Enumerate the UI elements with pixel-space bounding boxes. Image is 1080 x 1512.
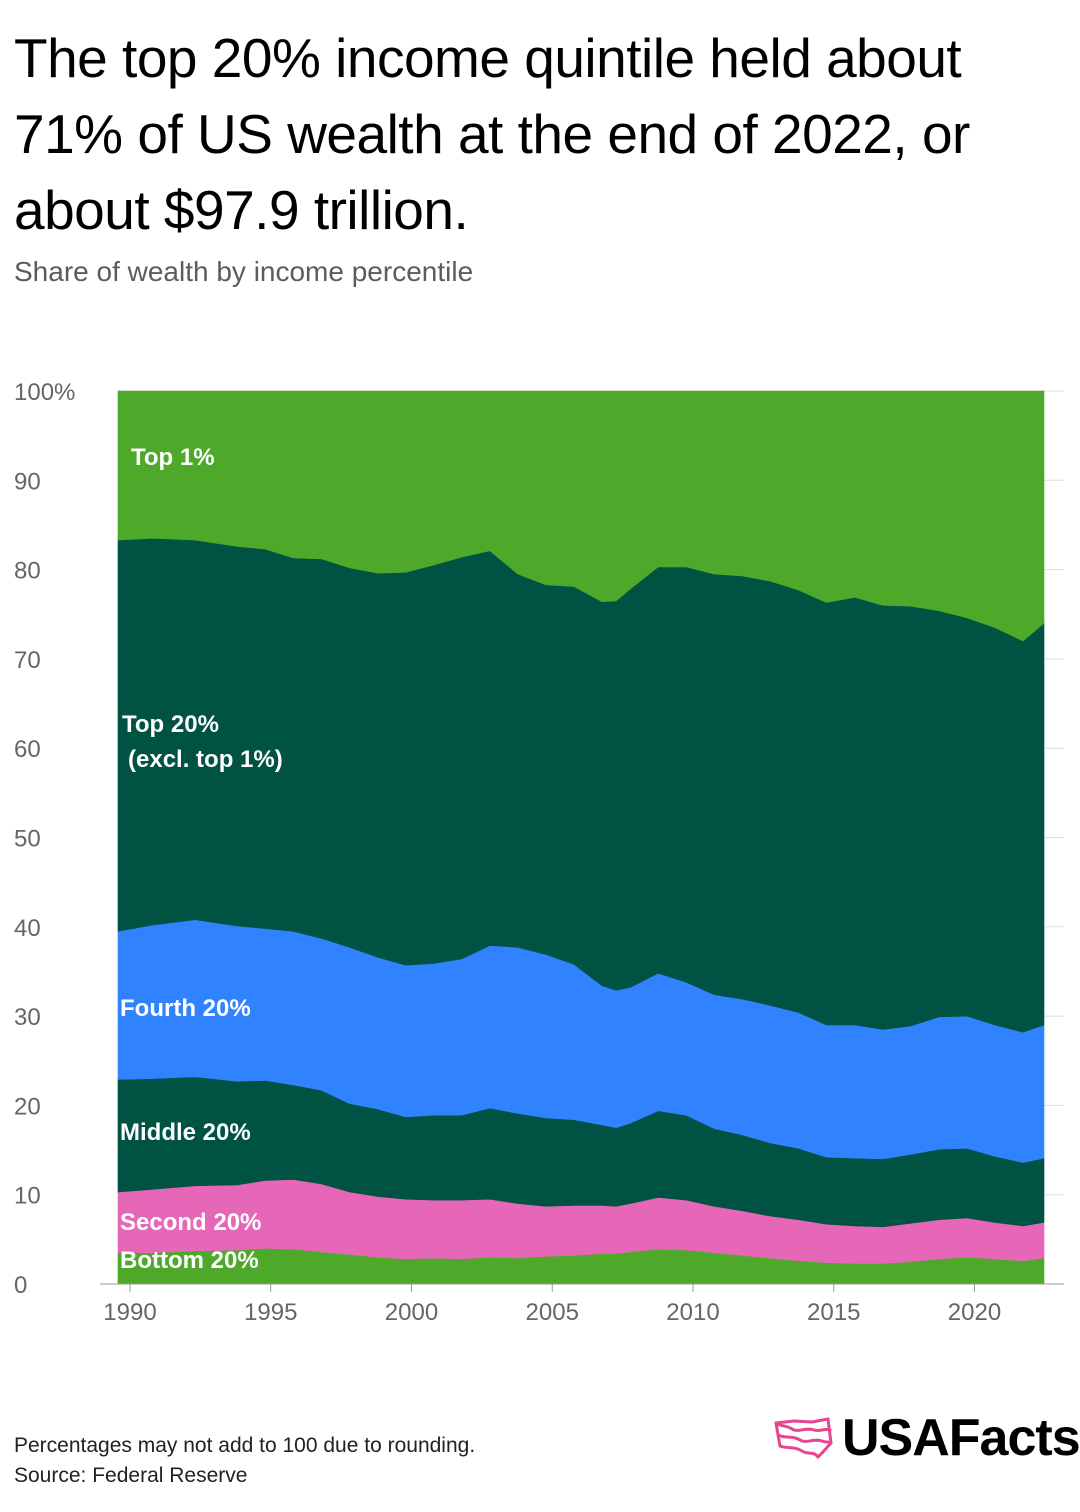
label-bottom-20: Bottom 20% [120, 1247, 259, 1274]
series-labels: Bottom 20% Second 20% Middle 20% Fourth 20%… [120, 444, 283, 1274]
brand-name: USAFacts [842, 1409, 1080, 1467]
y-tick-label-70: 70 [14, 647, 41, 674]
x-tick-label-2010: 2010 [666, 1299, 719, 1326]
source-note: Source: Federal Reserve [14, 1464, 248, 1487]
x-tick-label-2020: 2020 [948, 1299, 1001, 1326]
usa-flag-map-icon [774, 1417, 833, 1459]
x-axis: 1990 1995 2000 2005 2010 2015 2020 [100, 1283, 1064, 1326]
label-top-20-excl-top-1-line2: (excl. top 1%) [128, 746, 283, 773]
y-tick-label-80: 80 [14, 558, 41, 585]
x-tick-label-2015: 2015 [807, 1299, 860, 1326]
label-middle-20: Middle 20% [120, 1119, 251, 1146]
y-tick-label-30: 30 [14, 1004, 41, 1031]
y-tick-label-50: 50 [14, 826, 41, 853]
chart-title: The top 20% income quintile held about 7… [14, 27, 970, 241]
rounding-note: Percentages may not add to 100 due to ro… [14, 1434, 476, 1457]
label-top-1: Top 1% [131, 444, 215, 471]
usafacts-logo: USAFacts [772, 1398, 1080, 1478]
y-tick-label-60: 60 [14, 736, 41, 763]
label-second-20: Second 20% [120, 1209, 261, 1236]
area-series [117, 390, 1045, 1285]
x-tick-label-1990: 1990 [103, 1299, 156, 1326]
y-tick-label-20: 20 [14, 1093, 41, 1120]
x-tick-label-1995: 1995 [244, 1299, 297, 1326]
stacked-area-chart: Bottom 20% Second 20% Middle 20% Fourth 20%… [14, 379, 1064, 1326]
y-tick-label-0: 0 [14, 1272, 27, 1299]
label-fourth-20: Fourth 20% [120, 995, 251, 1022]
area-top-1 [117, 390, 1045, 642]
y-tick-label-40: 40 [14, 915, 41, 942]
y-tick-label-100: 100% [14, 379, 75, 406]
y-axis: 0 10 20 30 40 50 60 70 80 90 100% [14, 379, 75, 1299]
x-tick-label-2000: 2000 [385, 1299, 438, 1326]
label-top-20-excl-top-1-line1: Top 20% [122, 711, 219, 738]
y-tick-label-10: 10 [14, 1183, 41, 1210]
x-tick-label-2005: 2005 [526, 1299, 579, 1326]
chart-subtitle: Share of wealth by income percentile [14, 256, 474, 287]
y-tick-label-90: 90 [14, 468, 41, 495]
